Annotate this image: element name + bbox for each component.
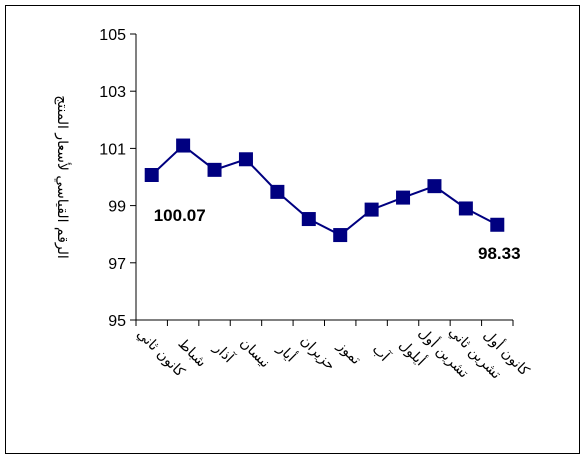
y-tick-label: 105 — [99, 27, 126, 44]
chart-axes — [130, 33, 514, 326]
data-point-marker — [238, 152, 253, 167]
data-point-marker — [176, 138, 191, 153]
x-tick-label: كانون ثاني — [133, 326, 187, 380]
x-tick-label: آب — [369, 341, 394, 366]
y-axis-title: الرقم القياسي لأسعار المنتج — [54, 95, 72, 259]
data-label-group: 100.07 98.33 — [154, 206, 521, 263]
y-tick-label: 103 — [99, 84, 126, 101]
x-tick-label: تموز — [333, 338, 363, 368]
chart-frame: 95 97 99 101 103 105 كانون ثاني شباط آذار نيسان أ… — [5, 5, 580, 454]
x-tick-label: أيار — [273, 339, 300, 366]
data-label: 98.33 — [478, 244, 521, 263]
y-tick-label: 97 — [108, 256, 126, 273]
x-tick-label: آذار — [210, 339, 238, 367]
data-point-marker — [364, 202, 379, 217]
series-group — [144, 138, 505, 243]
data-point-marker — [396, 190, 411, 205]
data-point-marker — [490, 217, 505, 232]
data-point-marker — [207, 162, 222, 177]
data-point-marker — [333, 228, 348, 243]
data-point-marker — [270, 184, 285, 199]
data-point-marker — [301, 212, 316, 227]
data-point-marker — [144, 167, 159, 182]
y-tick-label: 95 — [108, 313, 126, 330]
y-tick-label: 101 — [99, 141, 126, 158]
data-point-marker — [427, 179, 442, 194]
y-tick-label: 99 — [108, 199, 126, 216]
x-tick-label: نيسان — [237, 335, 273, 371]
x-tick-label: حزيران — [297, 333, 338, 374]
y-tick-labels: 95 97 99 101 103 105 — [99, 27, 126, 330]
data-label: 100.07 — [154, 206, 206, 225]
data-point-marker — [458, 201, 473, 216]
